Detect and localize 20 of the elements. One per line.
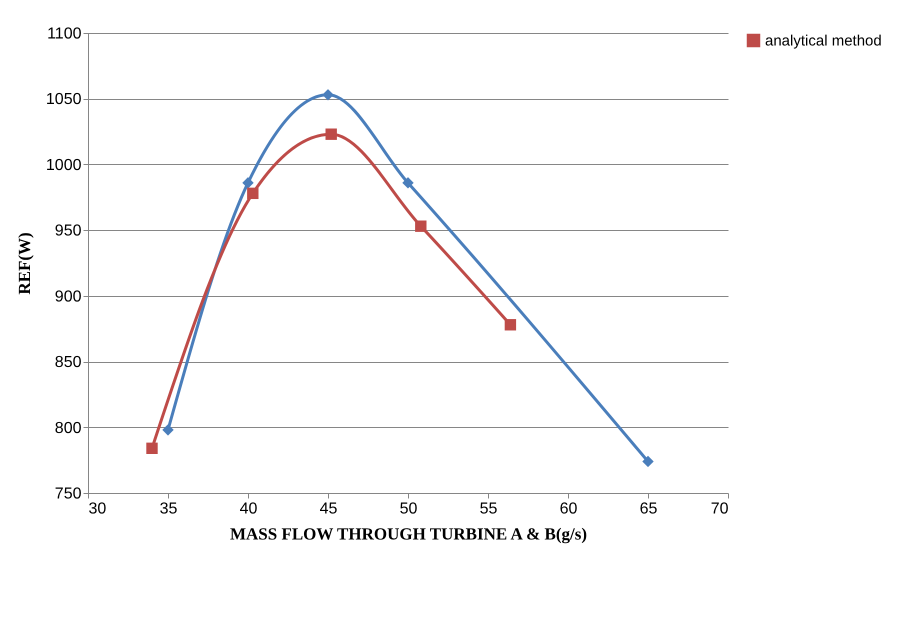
x-tick-label: 55 (480, 500, 498, 518)
x-tick-label: 40 (240, 500, 258, 518)
x-axis-title: MASS FLOW THROUGH TURBINE A & B(g/s) (230, 524, 588, 544)
y-axis-title: REF(W) (14, 232, 34, 295)
y-tick-label: 1000 (46, 156, 82, 174)
y-tick-label: 1050 (46, 91, 82, 108)
y-tick-label: 950 (54, 222, 82, 240)
y-tick-label: 850 (54, 354, 82, 372)
x-tick-label: 35 (160, 500, 178, 518)
x-tick-label: 50 (400, 500, 418, 518)
y-tick-label: 800 (54, 420, 82, 437)
y-tick-label: 1100 (47, 26, 82, 42)
x-tick-label: 60 (560, 500, 578, 518)
x-tick-label: 30 (88, 500, 106, 518)
x-tick-label: 45 (320, 500, 338, 518)
x-tick-label: 65 (640, 500, 658, 518)
x-tick-label: 70 (710, 500, 729, 518)
y-tick-label: 900 (54, 288, 82, 306)
legend-label: analytical method (765, 32, 882, 50)
y-tick-label: 750 (54, 486, 82, 502)
